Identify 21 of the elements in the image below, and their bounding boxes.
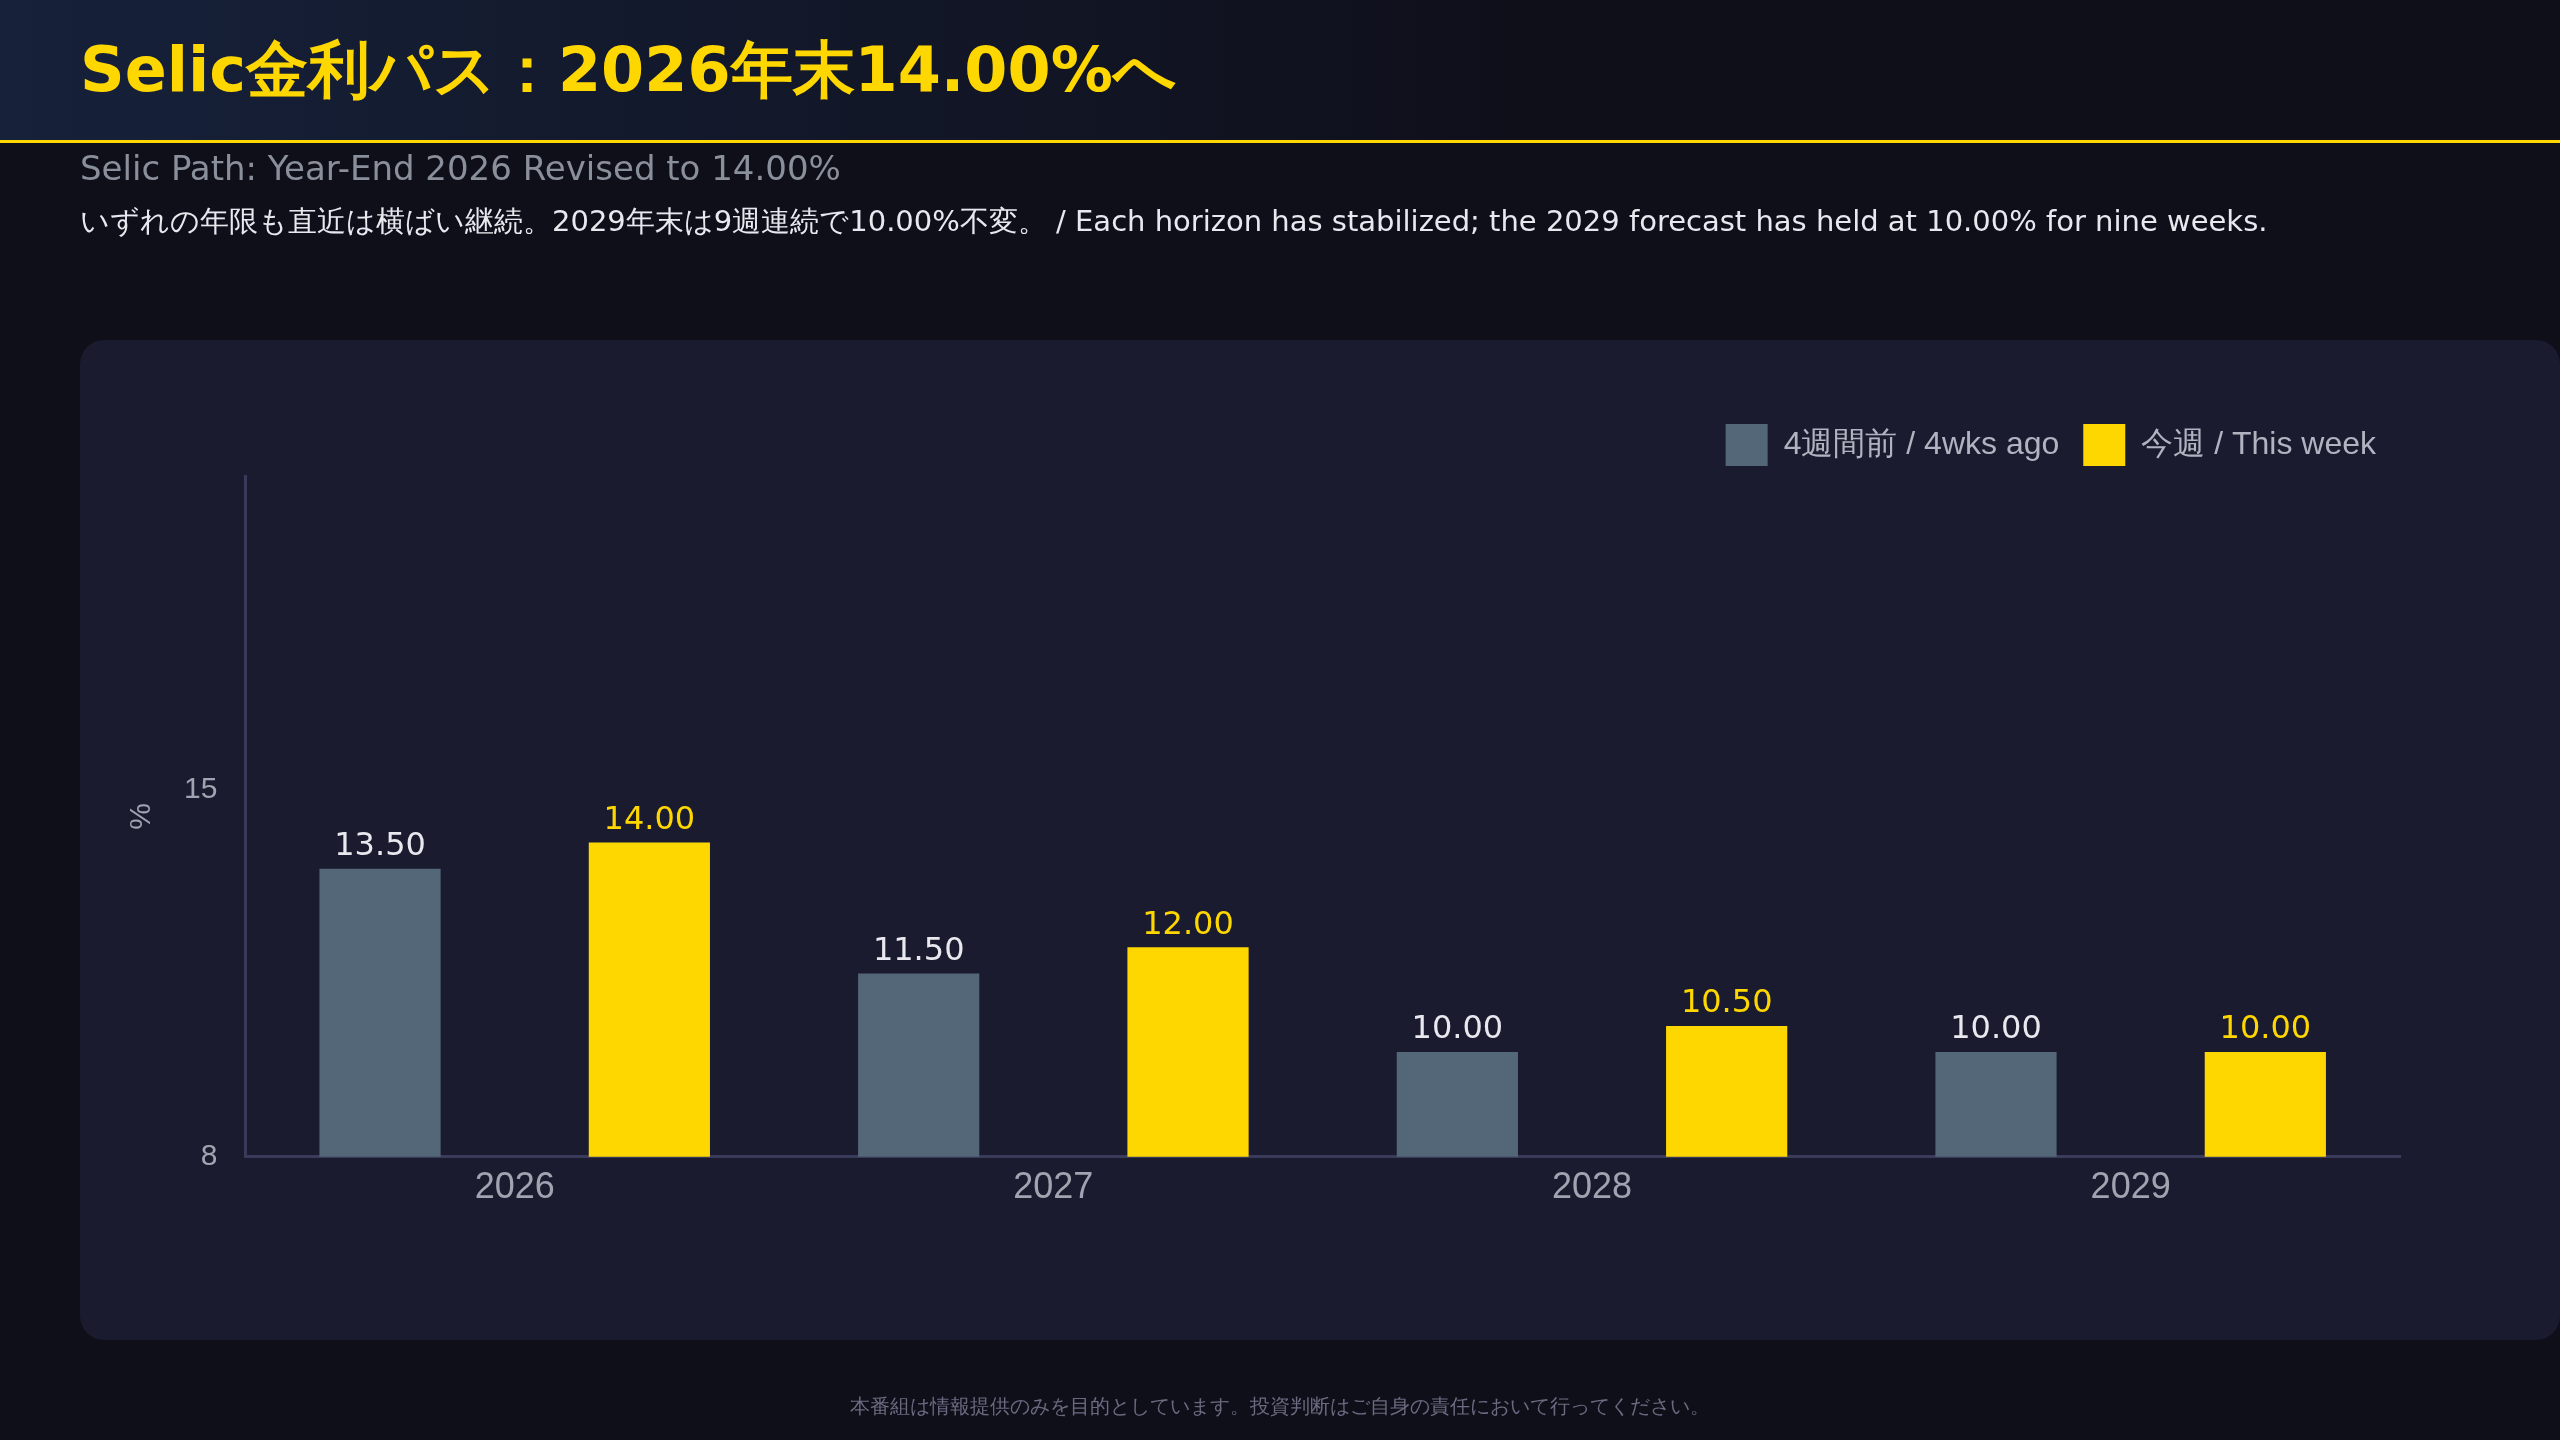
text: 本番組は情報提供のみを目的としています。投資判断はご自身の責任において行ってください。 [849,1393,1711,1420]
x-tick-label: 2026 [474,1165,555,1207]
chart-subtitle: Selic Path: Year-End 2026 Revised to 14.00% [80,148,841,188]
data-label: 13.50 [334,825,426,864]
y-tick-label: 8 [200,1138,218,1172]
text: いずれの年限も直近は横ばい継続。2029年末は9週連続で10.00%不変。 / Each horizon has stabilized; the 2029 forecast has held at 10.00% for nine weeks. [80,203,2268,240]
data-label: 12.00 [1142,903,1234,942]
data-label: 10.00 [1411,1008,1504,1047]
data-label: 10.00 [1950,1008,2042,1047]
chart-title: Selic金利パス：2026年末14.00%へ [80,32,1176,108]
legend-label: 今週 / This week [2141,424,2377,461]
data-label: 10.00 [2219,1008,2312,1047]
data-label: 14.00 [603,798,696,837]
legend-label: 4週間前 / 4wks ago [1783,424,2060,461]
data-label: 10.50 [1680,982,1773,1021]
y-axis-title: % [123,803,157,830]
x-tick-label: 2029 [2090,1165,2171,1207]
x-tick-label: 2027 [1013,1165,1094,1207]
y-tick-label: 15 [183,771,218,805]
data-label: 11.50 [872,929,965,968]
x-tick-label: 2028 [1551,1165,1633,1207]
